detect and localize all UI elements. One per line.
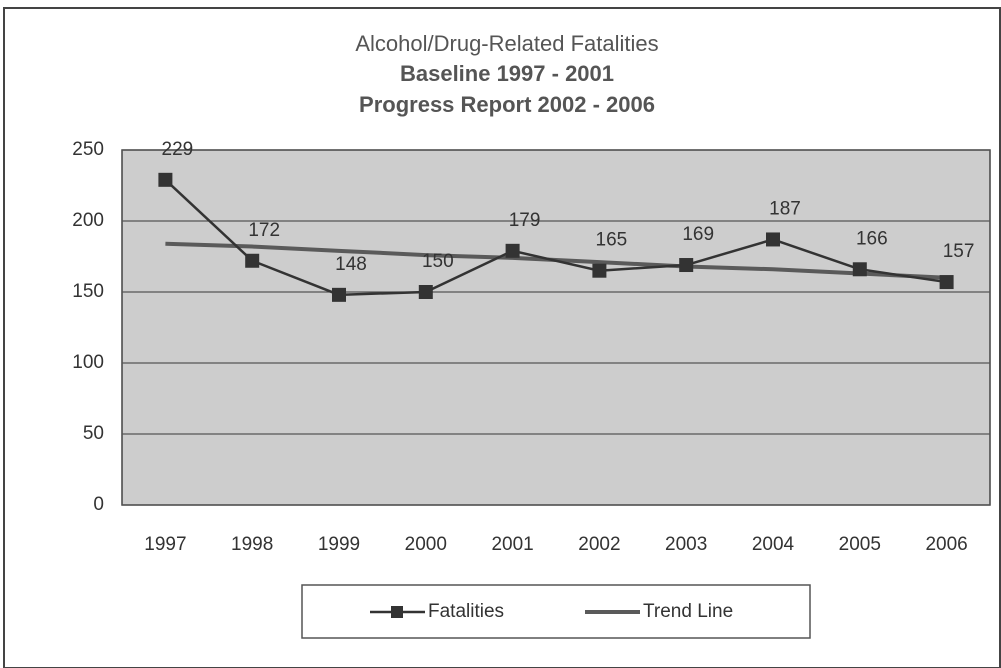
marker — [939, 275, 954, 290]
x-tick-label: 1997 — [144, 534, 186, 555]
x-tick-label: 2006 — [925, 534, 967, 555]
data-label: 179 — [509, 210, 541, 231]
marker — [418, 285, 433, 299]
plot-area — [121, 149, 991, 506]
data-label: 229 — [162, 139, 194, 160]
y-tick-label: 100 — [72, 352, 104, 373]
y-tick-label: 150 — [72, 281, 104, 302]
chart-title: Alcohol/Drug-Related Fatalities — [355, 31, 658, 56]
legend-marker — [391, 606, 403, 618]
data-label: 157 — [943, 241, 975, 262]
marker — [158, 172, 173, 187]
x-tick-label: 2005 — [839, 534, 881, 555]
legend-label: Trend Line — [643, 601, 733, 622]
data-label: 148 — [335, 254, 367, 275]
x-tick-label: 1998 — [231, 534, 273, 555]
data-label: 187 — [769, 198, 801, 219]
y-tick-label: 50 — [83, 423, 104, 444]
data-label: 150 — [422, 251, 454, 272]
marker — [505, 243, 520, 258]
y-tick-label: 200 — [72, 210, 104, 231]
y-tick-label: 250 — [72, 139, 104, 160]
marker — [332, 287, 346, 302]
chart-subtitle: Baseline 1997 - 2001 — [400, 61, 614, 86]
x-tick-label: 2003 — [665, 534, 707, 555]
x-tick-label: 2001 — [491, 534, 533, 555]
marker — [245, 253, 260, 268]
marker — [852, 262, 867, 277]
data-label: 172 — [248, 220, 280, 241]
data-label: 166 — [856, 228, 888, 249]
marker — [766, 232, 780, 247]
x-tick-label: 2000 — [405, 534, 447, 555]
marker — [592, 263, 607, 278]
chart-subtitle: Progress Report 2002 - 2006 — [359, 92, 655, 117]
x-tick-label: 1999 — [318, 534, 360, 555]
y-tick-label: 0 — [93, 494, 104, 515]
data-label: 165 — [596, 230, 628, 251]
legend-label: Fatalities — [428, 601, 504, 622]
series-line — [164, 178, 947, 297]
x-tick-label: 2004 — [752, 534, 795, 555]
marker — [679, 258, 694, 273]
x-tick-label: 2002 — [578, 534, 620, 555]
data-label: 169 — [682, 224, 714, 245]
